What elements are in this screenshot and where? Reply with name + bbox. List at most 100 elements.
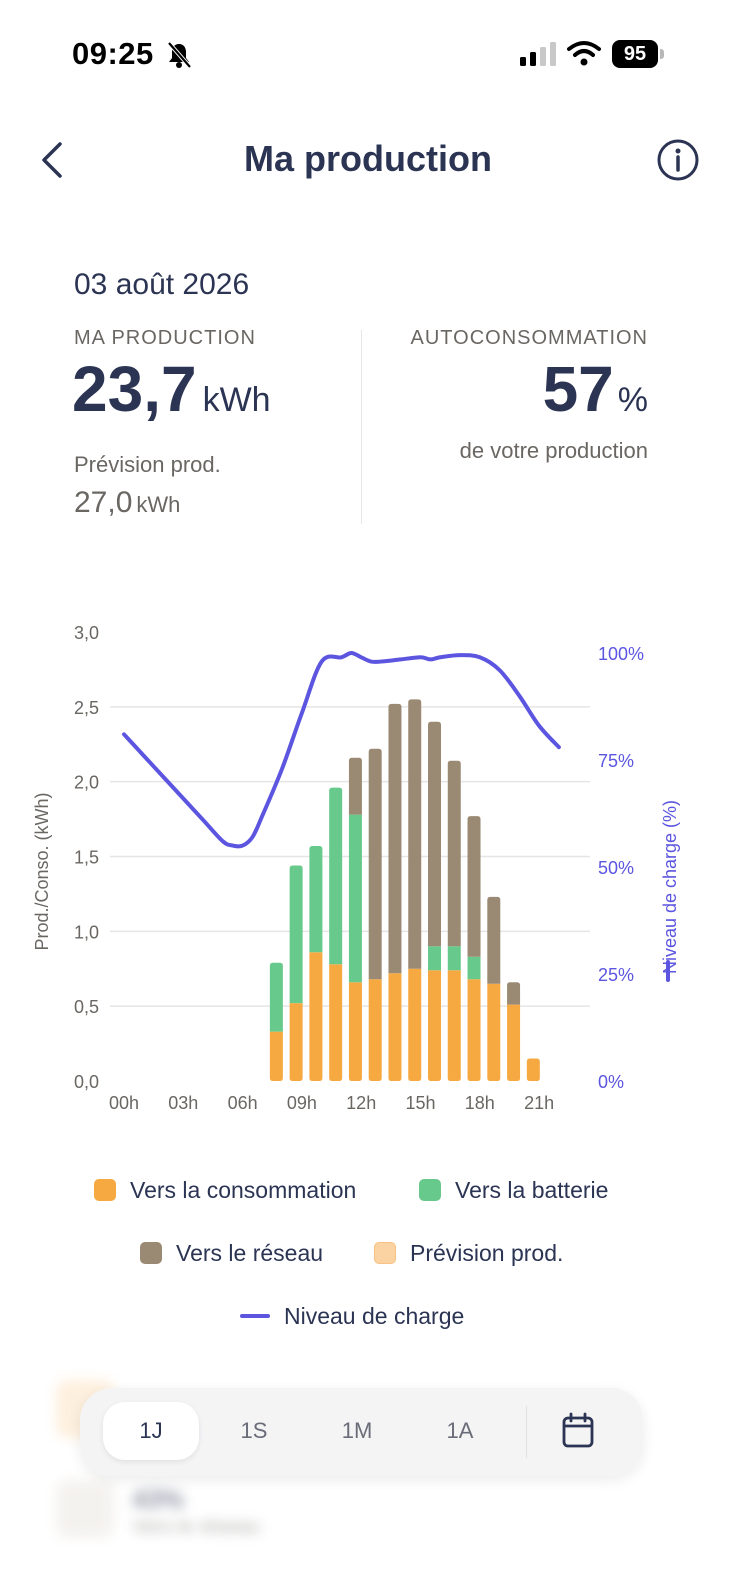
bar-consumption	[526, 1058, 540, 1081]
bar-grid	[388, 703, 402, 974]
y-tick-label: 1,5	[74, 848, 99, 868]
bar-consumption	[467, 979, 481, 1081]
tab-1a[interactable]: 1A	[446, 1418, 474, 1443]
y-tick-label: 1,0	[74, 922, 99, 942]
x-tick-label: 06h	[228, 1093, 258, 1113]
production-unit: kWh	[202, 381, 271, 419]
x-tick-label: 21h	[524, 1093, 554, 1113]
y-tick-label: 0,5	[74, 997, 99, 1017]
x-tick-label: 12h	[346, 1093, 376, 1113]
legend-item-consumption: Vers la consommation	[94, 1170, 356, 1210]
grid-icon	[56, 1480, 114, 1538]
y-tick-label: 2,5	[74, 698, 99, 718]
list-item-subtitle: Vers le réseau	[132, 1516, 260, 1538]
x-tick-label: 09h	[287, 1093, 317, 1113]
y-tick-label: 3,0	[74, 623, 99, 643]
bar-battery	[289, 865, 303, 1004]
period-selector: 1J 1S 1M 1A	[80, 1388, 643, 1476]
bar-grid	[428, 721, 441, 947]
bar-grid	[368, 748, 382, 980]
legend-label-consumption: Vers la consommation	[130, 1176, 357, 1203]
bar-consumption	[368, 979, 382, 1081]
autoconsumption-value: 57%	[543, 352, 648, 426]
legend-item-grid: Vers le réseau	[140, 1233, 323, 1273]
x-tick-label: 18h	[465, 1093, 495, 1113]
battery-tip	[660, 49, 664, 59]
cellular-signal-icon	[520, 42, 556, 66]
page-title: Ma production	[244, 138, 492, 179]
legend-swatch-consumption	[94, 1179, 116, 1201]
battery-indicator: 95	[612, 40, 664, 68]
bar-battery	[269, 962, 283, 1032]
bar-grid	[507, 982, 521, 1005]
bar-consumption	[408, 968, 422, 1081]
x-tick-label: 15h	[405, 1093, 435, 1113]
legend-label-battery: Vers la batterie	[455, 1176, 609, 1203]
bar-consumption	[329, 964, 343, 1081]
forecast-number: 27,0	[74, 486, 133, 519]
legend-swatch-battery	[419, 1179, 441, 1201]
y-axis-label: Prod./Conso. (kWh)	[32, 792, 52, 950]
legend-label-grid: Vers le réseau	[176, 1239, 324, 1266]
back-chevron-icon[interactable]	[34, 140, 74, 180]
bar-consumption	[428, 970, 441, 1081]
legend-label-charge: Niveau de charge	[284, 1302, 465, 1329]
bar-battery	[329, 787, 343, 965]
production-number: 23,7	[72, 353, 197, 425]
list-item: 43% Vers le réseau	[56, 1480, 696, 1550]
legend-item-battery: Vers la batterie	[419, 1170, 608, 1210]
bar-consumption	[269, 1031, 283, 1081]
legend-row: Vers le réseau Prévision prod.	[0, 1233, 736, 1273]
forecast-label: Prévision prod.	[74, 452, 221, 477]
legend-item-charge: Niveau de charge	[240, 1296, 464, 1336]
status-time: 09:25	[72, 36, 154, 71]
y2-tick-label: 0%	[598, 1072, 624, 1092]
bar-grid	[487, 896, 501, 984]
bar-battery	[447, 946, 461, 971]
tab-1m[interactable]: 1M	[341, 1418, 373, 1443]
bar-consumption	[388, 973, 402, 1081]
forecast-unit: kWh	[136, 492, 181, 517]
autoconsumption-unit: %	[617, 381, 648, 419]
y-tick-label: 0,0	[74, 1072, 99, 1092]
wifi-icon	[567, 41, 601, 66]
bar-battery	[348, 814, 362, 983]
tab-1j[interactable]: 1J	[103, 1402, 199, 1460]
calendar-icon[interactable]	[552, 1410, 604, 1454]
bar-consumption	[447, 970, 461, 1081]
legend-row: Vers la consommation Vers la batterie	[0, 1170, 736, 1210]
bar-battery	[467, 956, 481, 980]
production-label: MA PRODUCTION	[74, 327, 256, 349]
forecast-value: 27,0 kWh	[74, 486, 180, 520]
legend-row: Niveau de charge	[0, 1296, 736, 1336]
period-divider	[526, 1406, 527, 1458]
charge-level-line	[122, 651, 561, 849]
bar-consumption	[309, 952, 323, 1081]
y2-tick-label: 50%	[598, 858, 634, 878]
bar-battery	[309, 846, 323, 953]
autoconsumption-label: AUTOCONSOMMATION	[410, 327, 648, 349]
legend-swatch-grid	[140, 1242, 162, 1264]
battery-icon	[612, 40, 658, 68]
legend-item-forecast: Prévision prod.	[374, 1233, 563, 1273]
y2-tick-label: 100%	[598, 644, 644, 664]
bar-consumption	[507, 1004, 521, 1081]
bar-consumption	[348, 982, 362, 1081]
y-tick-label: 2,0	[74, 773, 99, 793]
x-tick-label: 00h	[109, 1093, 139, 1113]
autoconsumption-number: 57	[542, 353, 614, 425]
legend-label-forecast: Prévision prod.	[410, 1239, 564, 1266]
production-value: 23,7 kWh	[72, 352, 271, 426]
y2-axis-label: Niveau de charge (%)	[660, 800, 680, 974]
bar-consumption	[289, 1003, 303, 1081]
y2-tick-label: 75%	[598, 751, 634, 771]
battery-level: 95	[623, 43, 647, 65]
bell-muted-icon	[167, 41, 192, 69]
legend-line-charge	[240, 1314, 270, 1318]
bar-grid	[467, 816, 481, 957]
date-label: 03 août 2026	[74, 268, 250, 301]
tab-1s[interactable]: 1S	[240, 1418, 268, 1443]
bar-grid	[408, 699, 422, 969]
bar-battery	[428, 946, 441, 971]
info-icon[interactable]	[656, 138, 700, 182]
